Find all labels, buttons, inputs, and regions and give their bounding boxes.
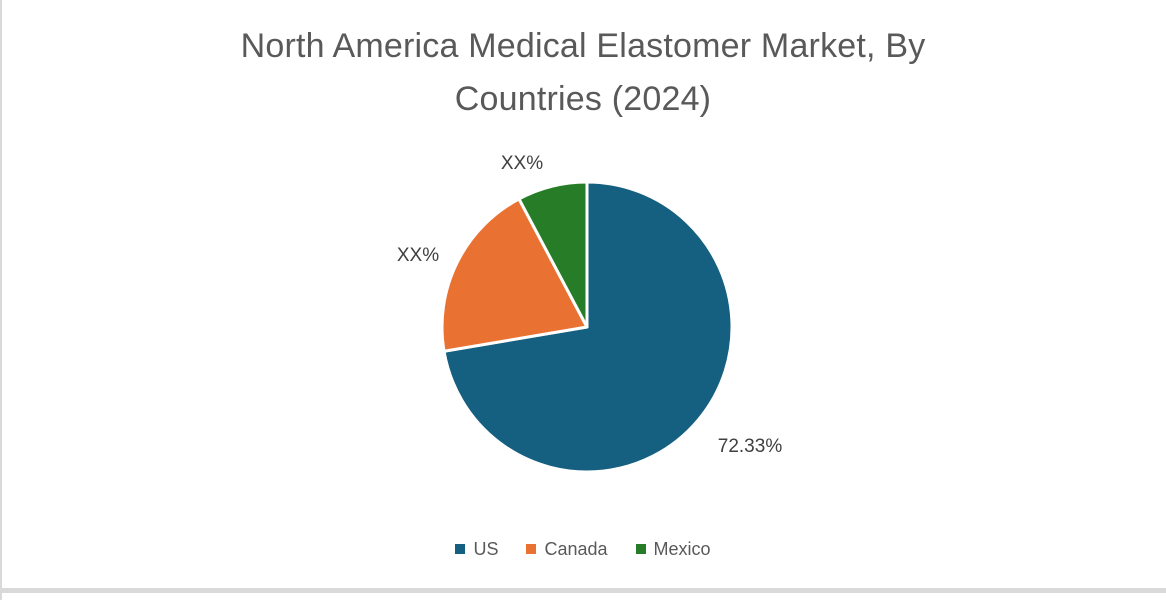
data-label-us: 72.33% (717, 436, 783, 457)
legend-item-mexico: Mexico (635, 539, 711, 559)
chart-title-line-1: North America Medical Elastomer Market, … (240, 27, 926, 65)
legend-marker-canada (526, 544, 537, 554)
data-label-mexico: XX% (500, 153, 544, 174)
pie-slice-canada (440, 197, 589, 353)
card-bottom-edge (0, 588, 1166, 593)
legend-item-canada: Canada (526, 539, 608, 559)
legend-marker-mexico (635, 544, 646, 554)
legend-label-mexico: Mexico (653, 539, 711, 559)
pie-chart (440, 180, 734, 474)
legend: US Canada Mexico (0, 536, 1166, 562)
legend-item-us: US (455, 540, 498, 558)
chart-title: North America Medical Elastomer Market, … (0, 20, 1166, 126)
chart-title-line-2: Countries (2024) (454, 80, 712, 118)
pie-slice-mexico (517, 180, 589, 329)
data-label-canada: XX% (396, 245, 440, 266)
legend-label-canada: Canada (544, 539, 608, 559)
legend-label-us: US (473, 539, 499, 559)
legend-marker-us (455, 544, 466, 554)
